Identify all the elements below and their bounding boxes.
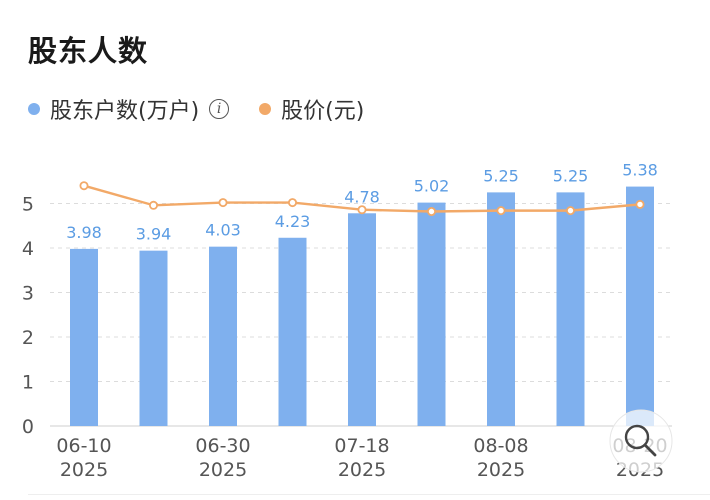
legend-item-price[interactable]: 股价(元) xyxy=(259,93,364,125)
price-line-series xyxy=(79,181,645,217)
bar[interactable] xyxy=(626,186,654,426)
legend-label-holders: 股东户数(万户) xyxy=(50,99,200,124)
bar[interactable] xyxy=(139,250,168,426)
bar-data-label: 4.78 xyxy=(344,187,380,206)
price-point[interactable] xyxy=(635,199,645,209)
x-tick-label-date: 06-10 xyxy=(56,435,111,457)
x-tick-label-date: 08-08 xyxy=(473,435,528,457)
price-point[interactable] xyxy=(148,200,158,210)
y-tick-label: 3 xyxy=(22,283,34,305)
bar-series xyxy=(70,186,654,426)
bar-data-label: 5.25 xyxy=(483,166,519,185)
bottom-divider xyxy=(28,494,710,495)
y-tick-label: 4 xyxy=(22,238,34,260)
x-tick-label-year: 2025 xyxy=(60,459,108,481)
info-icon[interactable]: i xyxy=(209,99,230,119)
y-tick-label: 1 xyxy=(22,372,34,394)
bar-data-label: 5.25 xyxy=(553,166,589,185)
bar[interactable] xyxy=(556,192,585,426)
x-axis-ticks: 06-10202506-30202507-18202508-08202508-2… xyxy=(56,435,667,481)
x-tick-label-year: 2025 xyxy=(199,459,247,481)
bar-data-labels: 3.98 3.94 4.03 4.23 4.78 5.02 5.25 5.25 5.38 xyxy=(66,161,658,244)
bar-data-label: 4.23 xyxy=(275,212,311,231)
price-point[interactable] xyxy=(566,206,576,216)
x-tick-label-year: 2025 xyxy=(477,459,525,481)
bar-data-label: 5.02 xyxy=(414,177,450,196)
y-tick-label: 0 xyxy=(22,416,34,438)
chart-legend: 股东户数(万户) i 股价(元) xyxy=(28,93,364,125)
legend-label-price: 股价(元) xyxy=(281,99,365,124)
price-point[interactable] xyxy=(218,198,228,208)
zoom-button[interactable] xyxy=(609,409,673,473)
legend-marker-price xyxy=(259,103,272,115)
magnifier-icon-handle xyxy=(643,443,657,457)
bar[interactable] xyxy=(348,213,376,426)
bar[interactable] xyxy=(209,246,237,426)
y-tick-label: 2 xyxy=(22,327,34,349)
chart-title: 股东人数 xyxy=(28,34,149,68)
x-tick-label-date: 07-18 xyxy=(334,435,389,457)
x-tick-label-date: 06-30 xyxy=(195,435,250,457)
bar[interactable] xyxy=(278,237,307,426)
price-point[interactable] xyxy=(357,205,367,215)
zoom-button-bg xyxy=(609,409,673,473)
x-tick-label-year: 2025 xyxy=(338,459,386,481)
price-point[interactable] xyxy=(496,206,506,216)
price-point[interactable] xyxy=(426,207,436,217)
price-point[interactable] xyxy=(79,181,89,191)
y-axis-ticks: 0 1 2 3 4 5 xyxy=(22,194,34,439)
bar-data-label: 3.98 xyxy=(66,223,102,242)
bar-data-label: 5.38 xyxy=(622,161,658,180)
legend-marker-holders xyxy=(28,103,40,115)
price-point[interactable] xyxy=(287,198,297,208)
bar-data-label: 4.03 xyxy=(205,221,241,240)
y-tick-label: 5 xyxy=(22,194,34,216)
legend-item-holders[interactable]: 股东户数(万户) i xyxy=(28,93,230,125)
bar[interactable] xyxy=(70,248,98,426)
bar-data-label: 3.94 xyxy=(136,225,172,244)
magnifier-icon xyxy=(624,424,650,450)
bar[interactable] xyxy=(487,192,515,426)
bar[interactable] xyxy=(417,202,446,426)
